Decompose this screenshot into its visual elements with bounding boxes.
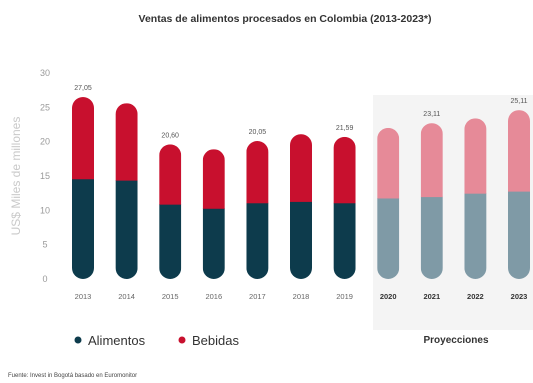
y-tick-label: 15 — [40, 171, 50, 181]
bars — [72, 97, 530, 279]
bar-bebidas-2021 — [420, 123, 443, 198]
bar-bebidas-2018 — [290, 134, 312, 202]
data-label-2019: 21,59 — [336, 125, 354, 132]
projection-label: Proyecciones — [423, 335, 488, 346]
bar-bebidas-2023 — [508, 110, 530, 192]
x-tick-label-2017: 2017 — [249, 292, 266, 301]
y-axis-ticks: 0 5 10 15 20 25 30 — [40, 68, 50, 284]
legend-label-bebidas: Bebidas — [192, 333, 239, 348]
bar-group-2017 — [246, 140, 269, 279]
bar-bebidas-2013 — [72, 97, 94, 180]
bar-bebidas-2015 — [159, 144, 182, 205]
bar-alimentos-2016 — [202, 208, 225, 279]
y-tick-label: 5 — [42, 240, 47, 250]
y-tick-label: 0 — [42, 274, 47, 284]
bar-alimentos-2018 — [290, 201, 312, 279]
projection-panel — [373, 95, 533, 330]
bar-group-2020 — [377, 127, 400, 279]
bar-alimentos-2021 — [420, 196, 443, 279]
bar-group-2015 — [159, 144, 182, 279]
bar-bebidas-2017 — [246, 140, 269, 204]
data-labels: 27,05 20,60 20,05 21,59 23,11 25,11 — [74, 85, 527, 139]
legend-label-alimentos: Alimentos — [88, 333, 146, 348]
bar-group-2016 — [202, 149, 225, 279]
bar-alimentos-2014 — [115, 180, 138, 279]
bar-group-2021 — [420, 123, 443, 279]
bar-bebidas-2014 — [115, 103, 138, 181]
bar-alimentos-2019 — [333, 202, 356, 279]
y-tick-label: 25 — [40, 102, 50, 112]
bar-bebidas-2020 — [377, 127, 400, 199]
bar-alimentos-2013 — [72, 178, 94, 279]
x-tick-label-2013: 2013 — [75, 292, 92, 301]
y-tick-label: 10 — [40, 205, 50, 215]
bar-group-2018 — [290, 134, 312, 279]
bar-bebidas-2016 — [202, 149, 225, 209]
legend-swatch-alimentos — [74, 336, 82, 344]
y-tick-label: 20 — [40, 137, 50, 147]
x-tick-label-2016: 2016 — [205, 292, 222, 301]
bar-group-2023 — [508, 110, 530, 279]
x-tick-label-2018: 2018 — [293, 292, 310, 301]
data-label-2013: 27,05 — [74, 85, 92, 92]
x-tick-label-2022: 2022 — [467, 292, 484, 301]
y-tick-label: 30 — [40, 68, 50, 78]
x-tick-label-2020: 2020 — [380, 292, 397, 301]
bar-alimentos-2023 — [508, 191, 530, 279]
data-label-2015: 20,60 — [161, 132, 179, 139]
data-label-2021: 23,11 — [423, 111, 440, 118]
source-note: Fuente: Invest in Bogotá basado en Eurom… — [8, 373, 137, 379]
bar-bebidas-2019 — [333, 136, 356, 204]
bar-alimentos-2022 — [464, 193, 487, 279]
bar-group-2019 — [333, 136, 356, 279]
bar-group-2022 — [464, 118, 487, 279]
y-axis-label: US$ Miles de millones — [9, 117, 23, 236]
bar-alimentos-2017 — [246, 202, 269, 279]
bar-alimentos-2020 — [377, 197, 400, 279]
x-tick-label-2014: 2014 — [118, 292, 135, 301]
x-tick-label-2023: 2023 — [511, 292, 528, 301]
bar-bebidas-2022 — [464, 118, 487, 194]
legend-swatch-bebidas — [178, 336, 186, 344]
x-axis-ticks: 2013 2014 2015 2016 2017 2018 2019 2020 2021 2022… — [75, 292, 528, 301]
x-tick-label-2015: 2015 — [162, 292, 179, 301]
bar-group-2013 — [72, 97, 94, 279]
data-label-2023: 25,11 — [511, 98, 528, 105]
x-tick-label-2021: 2021 — [423, 292, 440, 301]
bar-alimentos-2015 — [159, 204, 182, 279]
data-label-2017: 20,05 — [249, 129, 267, 136]
x-tick-label-2019: 2019 — [336, 292, 353, 301]
chart-title: Ventas de alimentos procesados en Colomb… — [139, 13, 432, 25]
bar-group-2014 — [115, 103, 138, 279]
